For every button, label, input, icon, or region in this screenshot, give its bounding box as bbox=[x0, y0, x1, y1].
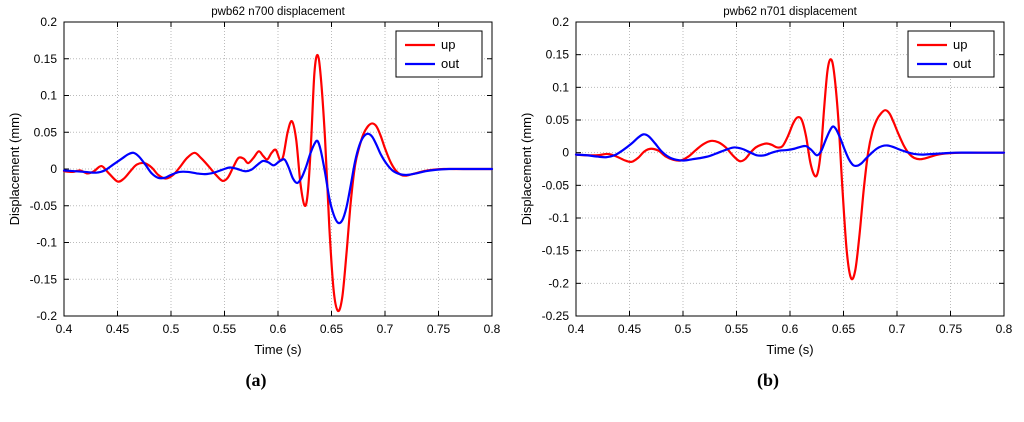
chart-panel-b: 0.4 0.45 0.5 0.55 0.6 0.65 0.7 0.75 0.8 -0.25 -0.2… bbox=[512, 2, 1024, 422]
tick-label-y: 0 bbox=[562, 146, 569, 160]
legend-box bbox=[395, 30, 483, 78]
tick-label-y: -0.15 bbox=[542, 244, 570, 258]
tick-label-y: 0.2 bbox=[40, 15, 57, 29]
tick-label-y: 0.15 bbox=[546, 48, 570, 62]
series-out-path bbox=[62, 132, 494, 225]
tick-label-y: -0.15 bbox=[30, 272, 58, 286]
plot-box bbox=[575, 21, 1005, 317]
legend-label-out: out bbox=[953, 56, 971, 71]
tick-label-y: -0.1 bbox=[36, 236, 57, 250]
tick-label-x: 0.7 bbox=[889, 322, 906, 336]
chart-a: 0.4 0.45 0.5 0.55 0.6 0.65 0.7 0.75 0.8 -0.2 -0.15… bbox=[7, 6, 501, 357]
tick-label-x: 0.55 bbox=[725, 322, 749, 336]
caption-b-label: (b) bbox=[757, 370, 779, 390]
series-out-path bbox=[574, 125, 1006, 168]
tick-label-x: 0.4 bbox=[56, 322, 73, 336]
legend-label-up: up bbox=[953, 37, 967, 52]
tick-label-x: 0.4 bbox=[568, 322, 585, 336]
chart-b: 0.4 0.45 0.5 0.55 0.6 0.65 0.7 0.75 0.8 -0.25 -0.2… bbox=[519, 6, 1013, 357]
tick-label-x: 0.75 bbox=[427, 322, 451, 336]
tick-label-y: -0.2 bbox=[548, 276, 569, 290]
tick-label-y: -0.05 bbox=[30, 199, 58, 213]
tick-label-x: 0.8 bbox=[996, 322, 1013, 336]
caption-b: (b) bbox=[757, 370, 779, 391]
chart-title: pwb62 n700 displacement bbox=[211, 6, 345, 18]
tick-label-x: 0.45 bbox=[106, 322, 130, 336]
tick-label-x: 0.55 bbox=[213, 322, 237, 336]
tick-label-x: 0.6 bbox=[270, 322, 287, 336]
tick-label-y: 0.1 bbox=[552, 80, 569, 94]
chart-panel-a: 0.4 0.45 0.5 0.55 0.6 0.65 0.7 0.75 0.8 -0.2 -0.15… bbox=[0, 2, 512, 422]
tick-label-y: 0.1 bbox=[40, 89, 57, 103]
legend-label-out: out bbox=[441, 56, 459, 71]
tick-label-x: 0.8 bbox=[484, 322, 501, 336]
y-axis-label: Displacement (mm) bbox=[519, 113, 534, 226]
x-axis-label: Time (s) bbox=[766, 342, 813, 357]
legend: up out bbox=[395, 30, 483, 78]
caption-a-label: (a) bbox=[245, 370, 267, 390]
tick-label-y: 0.15 bbox=[34, 52, 58, 66]
tick-label-x: 0.65 bbox=[320, 322, 344, 336]
tick-label-y: -0.05 bbox=[542, 178, 570, 192]
tick-labels: 0.4 0.45 0.5 0.55 0.6 0.65 0.7 0.75 0.8 -0.25 -0.2… bbox=[542, 15, 1013, 336]
tick-label-y: -0.25 bbox=[542, 309, 570, 323]
plot-grid bbox=[576, 22, 1004, 316]
legend-label-up: up bbox=[441, 37, 455, 52]
x-axis-label: Time (s) bbox=[254, 342, 301, 357]
tick-label-x: 0.75 bbox=[939, 322, 963, 336]
caption-a: (a) bbox=[246, 370, 267, 391]
plot-grid bbox=[64, 22, 492, 316]
tick-label-x: 0.7 bbox=[377, 322, 394, 336]
tick-label-x: 0.5 bbox=[163, 322, 180, 336]
tick-label-y: 0.2 bbox=[552, 15, 569, 29]
tick-label-x: 0.65 bbox=[832, 322, 856, 336]
tick-labels: 0.4 0.45 0.5 0.55 0.6 0.65 0.7 0.75 0.8 -0.2 -0.15… bbox=[30, 15, 501, 336]
legend: up out bbox=[907, 30, 995, 78]
tick-label-y: 0.05 bbox=[34, 125, 58, 139]
tick-label-x: 0.45 bbox=[618, 322, 642, 336]
tick-label-x: 0.6 bbox=[782, 322, 799, 336]
tick-label-y: -0.1 bbox=[548, 211, 569, 225]
legend-box bbox=[907, 30, 995, 78]
chart-title: pwb62 n701 displacement bbox=[723, 6, 857, 18]
series-up-path bbox=[574, 58, 1006, 281]
tick-label-x: 0.5 bbox=[675, 322, 692, 336]
tick-label-y: 0.05 bbox=[546, 113, 570, 127]
tick-label-y: -0.2 bbox=[36, 309, 57, 323]
tick-label-y: 0 bbox=[50, 162, 57, 176]
series-up-path bbox=[62, 53, 494, 313]
y-axis-label: Displacement (mm) bbox=[7, 113, 22, 226]
